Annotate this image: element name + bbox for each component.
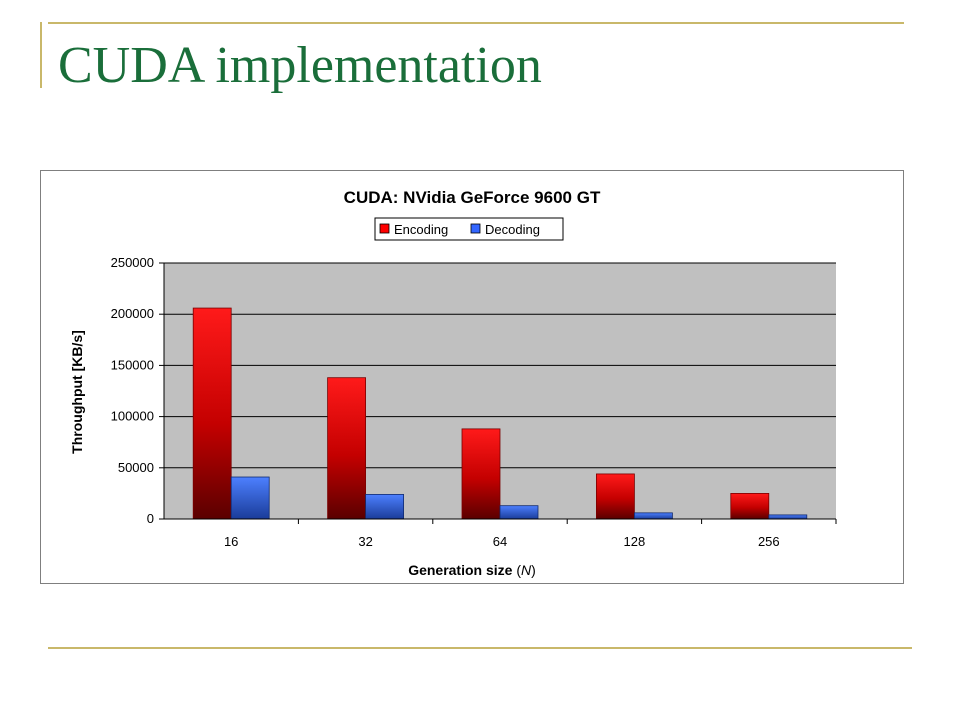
x-tick-label: 128 [624,534,646,549]
legend-box [374,217,564,241]
y-tick-label: 100000 [111,409,154,424]
x-tick-label: 256 [758,534,780,549]
x-tick-label: 16 [224,534,238,549]
bar-decoding-256 [768,514,808,520]
y-axis-title: Throughput [KB/s] [69,330,85,454]
bottom-accent-line [48,647,912,649]
y-tick-label: 0 [147,511,154,526]
y-tick-label: 200000 [111,306,154,321]
bar-decoding-16 [230,476,270,520]
slide-title: CUDA implementation [58,37,542,94]
bar-decoding-32 [365,494,405,520]
y-tick-label: 250000 [111,255,154,270]
top-accent-line [48,22,904,24]
bar-decoding-128 [634,512,673,520]
legend-swatch-encoding [379,223,390,234]
bar-encoding-128 [596,473,635,520]
x-tick-label: 32 [358,534,372,549]
chart-svg: CUDA: NVidia GeForce 9600 GT Encoding Dec… [69,188,837,578]
chart-frame: CUDA: NVidia GeForce 9600 GT Encoding Dec… [40,170,904,584]
x-axis-title: Generation size (N) [408,562,536,578]
chart-legend: Encoding Decoding [374,217,564,241]
y-tick-label: 50000 [118,460,154,475]
x-tick-label: 64 [493,534,507,549]
bar-encoding-256 [730,492,770,520]
legend-label-encoding: Encoding [394,222,448,237]
y-tick-label: 150000 [111,357,154,372]
legend-label-decoding: Decoding [485,222,540,237]
legend-swatch-decoding [470,223,481,234]
chart-title: CUDA: NVidia GeForce 9600 GT [344,188,601,207]
left-accent-line [40,22,42,88]
bar-encoding-32 [327,377,367,520]
bar-encoding-16 [192,307,232,520]
bar-encoding-64 [461,428,501,520]
plot-area: 0 50000 100000 150000 200000 250000 16 32 64 128 2… [111,255,837,549]
bar-decoding-64 [499,505,539,520]
